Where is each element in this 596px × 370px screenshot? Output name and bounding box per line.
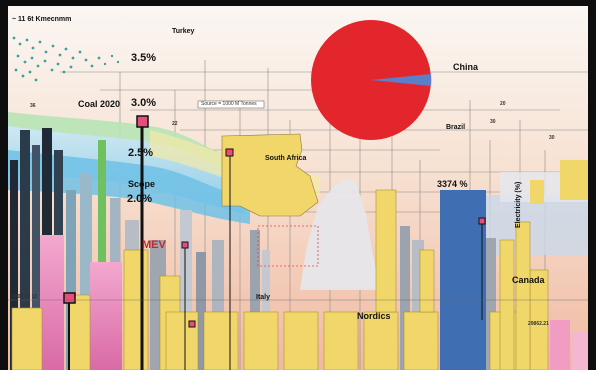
label-n-30b: 30 (549, 135, 555, 141)
label-mev: MEV (142, 239, 166, 251)
label-vertical-axis: Electricity (%) (515, 181, 522, 228)
label-n-20: 20 (500, 101, 506, 107)
frame-top (0, 0, 596, 6)
label-coal-2020: Coal 2020 (78, 99, 121, 109)
label-italy: Italy (256, 294, 271, 301)
central-silhouette (300, 178, 380, 290)
label-base-left: 2002 04 12 (12, 294, 38, 300)
label-south-africa: South Africa (265, 155, 307, 162)
scatter-dots (12, 36, 120, 82)
label-n-22: 22 (172, 121, 178, 127)
label-scope: Scope (128, 179, 156, 189)
tall-blue-bar (440, 190, 486, 370)
frame-right (588, 0, 596, 370)
label-pct-2-0: 2.0% (127, 193, 153, 205)
yellow-bars (11, 189, 549, 370)
label-3374: 3374 % (437, 179, 468, 189)
pink-bars (40, 235, 588, 370)
highlight-frame (257, 225, 319, 267)
china-pie (311, 20, 432, 140)
label-canada: Canada (512, 275, 545, 285)
label-china: China (453, 62, 479, 72)
label-base-right: 29862.21 (528, 321, 549, 327)
frame-left (0, 0, 8, 370)
label-turkey: Turkey (172, 28, 195, 35)
label-pct-3-0: 3.0% (131, 97, 157, 109)
label-brazil: Brazil (446, 124, 466, 131)
square-marker-icon (63, 115, 486, 328)
legend-box-text: Source = 1000 M Tonnes (201, 101, 257, 107)
header-note: ~ 11 6t Kmecnmm (12, 16, 72, 23)
legend-box (197, 100, 265, 109)
label-pct-3-5: 3.5% (131, 52, 157, 64)
label-pct-2-5: 2.5% (128, 147, 154, 159)
marker-stems (68, 120, 483, 370)
label-n-36: 36 (30, 103, 36, 109)
label-nordics: Nordics (357, 311, 391, 321)
south-africa-shape (221, 133, 319, 217)
label-n-30: 30 (490, 119, 496, 125)
